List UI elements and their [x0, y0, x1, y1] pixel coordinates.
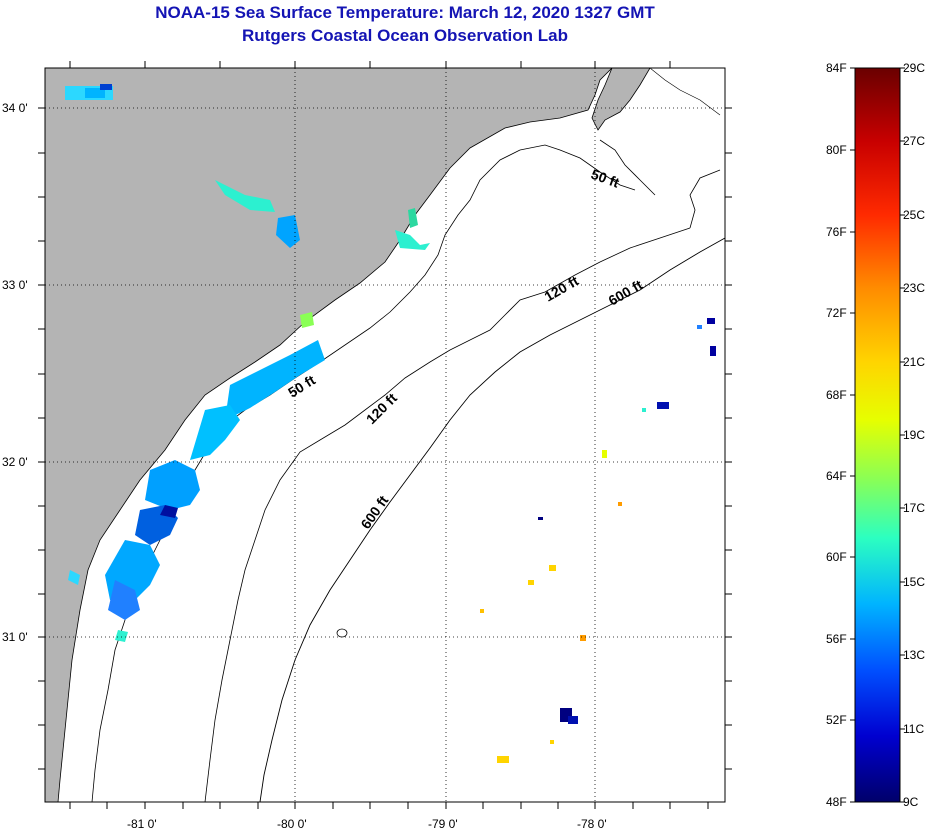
- contour-ne-edge: [689, 169, 721, 229]
- colorbar-f-52: 52F: [826, 713, 847, 727]
- colorbar-f-56: 56F: [826, 632, 847, 646]
- colorbar-c-15: 15C: [903, 575, 925, 589]
- colorbar-c-29: 29C: [903, 61, 925, 75]
- page-title: NOAA-15 Sea Surface Temperature: March 1…: [155, 3, 655, 22]
- colorbar-c-19: 19C: [903, 428, 925, 442]
- cape-fear-shoal: [599, 139, 656, 196]
- colorbar-f-80: 80F: [826, 143, 847, 157]
- contour-120ft: [204, 227, 691, 802]
- lon-label-79: -79 0': [428, 817, 458, 831]
- lat-label-31: 31 0': [2, 630, 28, 644]
- colorbar-c-21: 21C: [903, 355, 925, 369]
- colorbar-f-72: 72F: [826, 306, 847, 320]
- land-area: [45, 68, 613, 802]
- lon-label-78: -78 0': [577, 817, 607, 831]
- contour-600ft: [259, 237, 725, 802]
- colorbar-c-27: 27C: [903, 134, 925, 148]
- colorbar-c-23: 23C: [903, 281, 925, 295]
- lat-label-33: 33 0': [2, 278, 28, 292]
- colorbar-f-68: 68F: [826, 388, 847, 402]
- colorbar-c-9: 9C: [903, 795, 919, 809]
- lon-label-80: -80 0': [277, 817, 307, 831]
- sst-pixels: [65, 84, 716, 763]
- graticule: [45, 68, 725, 802]
- colorbar-f-76: 76F: [826, 225, 847, 239]
- lat-label-34: 34 0': [2, 101, 28, 115]
- colorbar-c-17: 17C: [903, 501, 925, 515]
- colorbar-ticks: [850, 67, 905, 803]
- colorbar-f-48: 48F: [826, 795, 847, 809]
- colorbar-c-13: 13C: [903, 648, 925, 662]
- land-ne: [591, 68, 651, 131]
- page-subtitle: Rutgers Coastal Ocean Observation Lab: [242, 26, 568, 45]
- ne-coast-line: [649, 68, 721, 116]
- lat-label-32: 32 0': [2, 455, 28, 469]
- colorbar-f-64: 64F: [826, 469, 847, 483]
- axis-ticks: [38, 61, 732, 809]
- lon-label-81: -81 0': [127, 817, 157, 831]
- colorbar-c-11: 11C: [903, 722, 924, 736]
- map-border: [44, 67, 726, 803]
- colorbar-c-25: 25C: [903, 208, 925, 222]
- colorbar-f-84: 84F: [826, 61, 847, 75]
- colorbar-f-60: 60F: [826, 550, 847, 564]
- colorbar: [854, 67, 901, 803]
